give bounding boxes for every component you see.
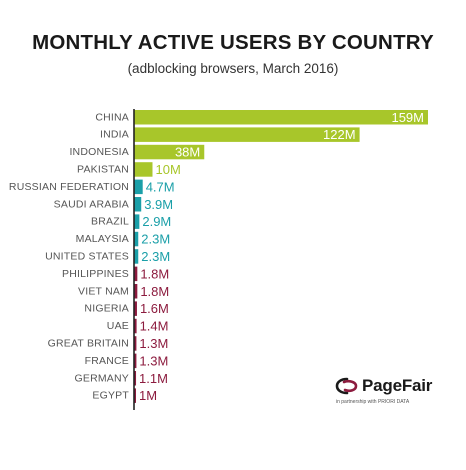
value-label: 1.3M [139,353,168,368]
bar [134,144,205,160]
value-label: 1.8M [140,284,169,299]
bar [134,127,360,142]
category-label: PHILIPPINES [62,268,129,280]
value-label: 122M [323,127,356,142]
bar [134,284,138,299]
value-label: 1.6M [140,301,169,316]
chart-title: MONTHLY ACTIVE USERS BY COUNTRY [32,31,434,54]
bar [134,266,138,282]
category-label: PAKISTAN [77,163,129,175]
chart-subtitle: (adblocking browsers, March 2016) [127,61,339,76]
category-label: VIET NAM [78,285,129,297]
category-label: RUSSIAN FEDERATION [9,181,129,193]
bar [134,301,137,316]
pagefair-logo-text: PageFair [362,376,433,395]
bar [134,371,137,386]
bar [134,249,139,264]
bar [134,231,139,247]
pagefair-logo: PageFair in partnership with PRIORI DATA [334,374,444,414]
logo-tagline: in partnership with PRIORI DATA [336,399,410,405]
value-label: 3.9M [144,197,173,212]
category-label: UAE [107,320,129,332]
bar [134,336,137,351]
value-label: 2.3M [141,249,170,264]
bar [134,388,136,403]
category-label: BRAZIL [91,216,129,228]
category-label: MALAYSIA [76,233,129,245]
category-label: CHINA [95,111,129,123]
category-label: EGYPT [92,390,129,402]
bar [134,197,142,212]
pagefair-logo-icon [335,377,358,395]
bar [134,214,140,229]
bar [134,318,137,334]
category-label: SAUDI ARABIA [54,198,129,210]
category-label: INDIA [100,129,129,141]
value-label: 1.8M [140,266,169,281]
value-label: 38M [175,145,200,160]
value-label: 1M [139,388,157,403]
value-label: 4.7M [146,179,175,194]
category-label: NIGERIA [84,303,129,315]
value-label: 2.3M [141,232,170,247]
bar [134,353,137,369]
category-label: GREAT BRITAIN [48,337,129,349]
value-label: 2.9M [142,214,171,229]
value-label: 1.3M [139,336,168,351]
value-label: 159M [391,110,424,125]
category-label: FRANCE [85,355,129,367]
bar [134,162,153,177]
category-label: UNITED STATES [45,250,129,262]
value-label: 1.1M [139,371,168,386]
bar [134,179,143,195]
bar [134,110,428,125]
category-label: GERMANY [75,372,130,384]
category-label: INDONESIA [69,146,129,158]
value-label: 1.4M [140,319,169,334]
value-label: 10M [155,162,180,177]
bars-layer: CHINA 159M INDIA 122M INDONESIA 38M PAKISTAN 10… [9,110,428,403]
